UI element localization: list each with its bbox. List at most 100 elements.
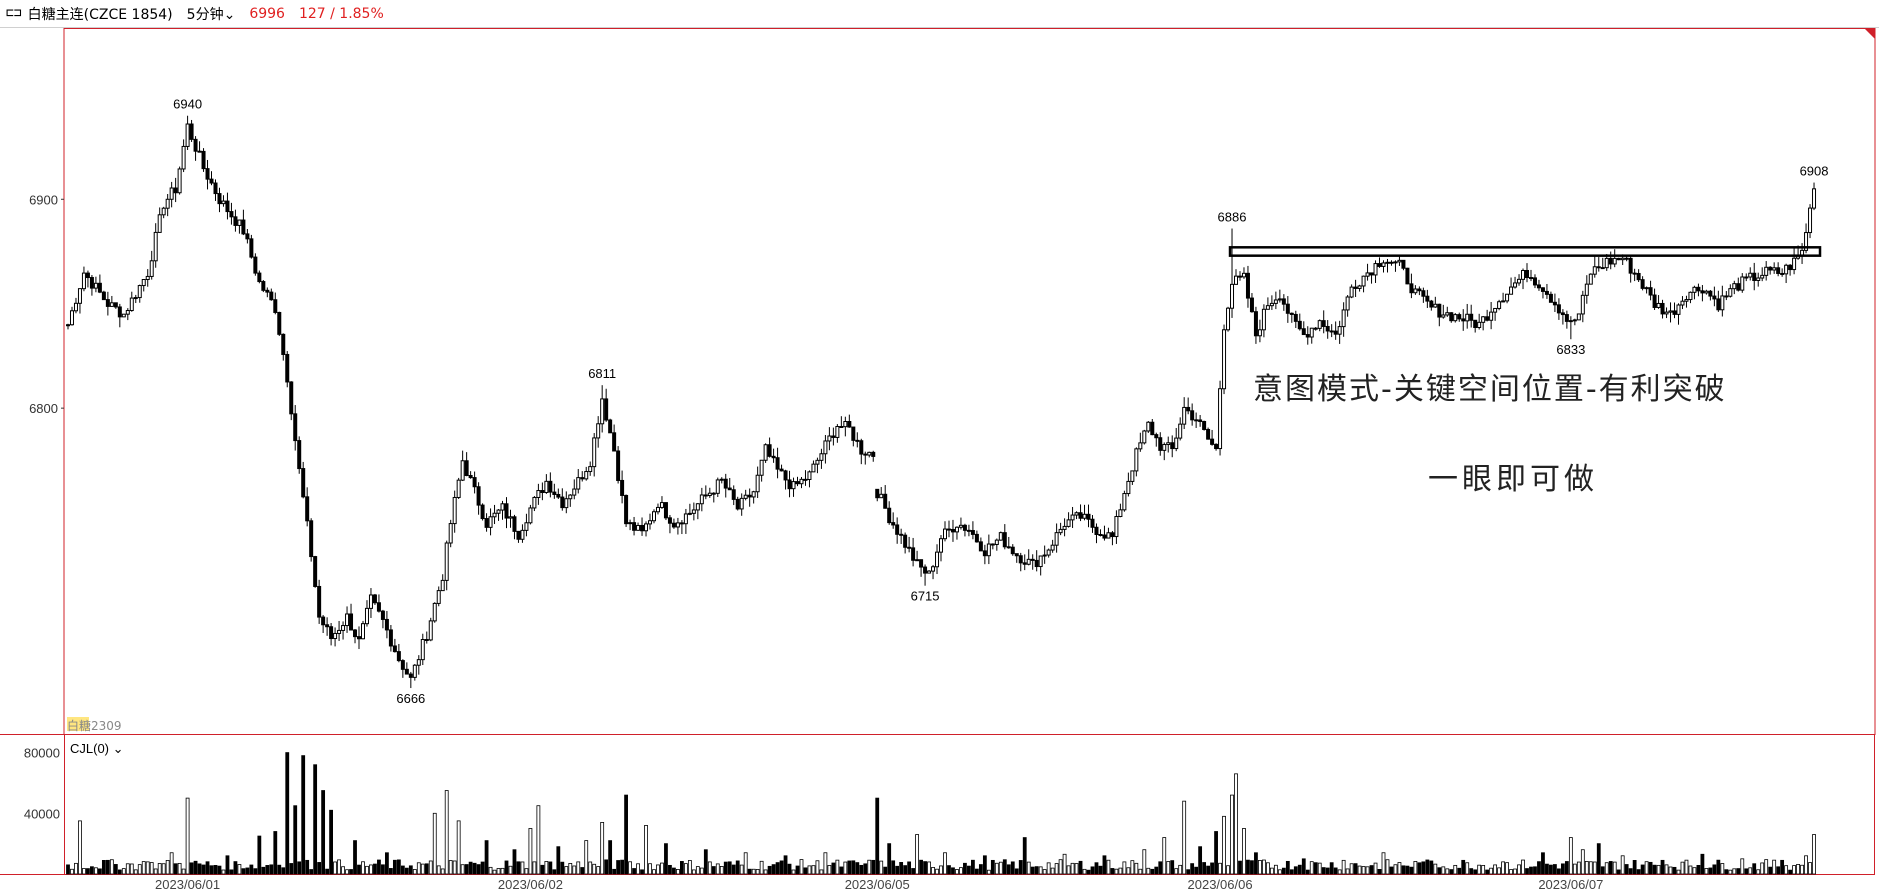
symbol-title[interactable]: 白糖主连(CZCE 1854) bbox=[27, 6, 173, 23]
volume-bar bbox=[827, 865, 832, 875]
candle-body bbox=[1505, 293, 1510, 302]
volume-bar bbox=[923, 861, 927, 875]
volume-bar bbox=[1712, 864, 1717, 875]
candle-body bbox=[687, 512, 692, 515]
candle-body bbox=[1293, 313, 1298, 322]
volume-bar bbox=[1110, 868, 1115, 875]
candle-body bbox=[1517, 278, 1522, 284]
volume-bar bbox=[1517, 864, 1521, 875]
candle-body bbox=[504, 503, 509, 519]
volume-bar bbox=[1190, 863, 1195, 875]
volume-bar bbox=[771, 864, 776, 875]
volume-bar bbox=[548, 861, 553, 875]
volume-bar bbox=[1186, 869, 1191, 875]
volume-bar bbox=[1533, 866, 1537, 875]
candle-body bbox=[1050, 544, 1055, 551]
candle-body bbox=[990, 543, 995, 546]
volume-bar bbox=[1273, 864, 1278, 875]
candle-body bbox=[1178, 423, 1183, 439]
candle-body bbox=[703, 494, 708, 497]
candle-body bbox=[1636, 272, 1641, 281]
candlestick-chart-icon[interactable]: ⊏⊐ bbox=[6, 6, 22, 21]
candle-body bbox=[855, 439, 860, 442]
candle-body bbox=[217, 193, 222, 205]
candle-body bbox=[588, 466, 593, 473]
candle-body bbox=[831, 435, 836, 438]
candle-body bbox=[691, 509, 696, 514]
volume-bar bbox=[1509, 869, 1513, 875]
volume-bar bbox=[1042, 869, 1047, 875]
candle-body bbox=[1313, 327, 1318, 330]
candle-body bbox=[341, 625, 346, 631]
candle-body bbox=[1501, 300, 1506, 303]
candle-body bbox=[1744, 276, 1749, 279]
candle-body bbox=[113, 302, 118, 308]
volume-bar bbox=[683, 863, 688, 875]
candle-body bbox=[887, 507, 892, 524]
volume-bar bbox=[1098, 865, 1103, 875]
candle-body bbox=[293, 413, 298, 442]
volume-bar bbox=[1154, 866, 1159, 875]
volume-bar bbox=[967, 865, 971, 875]
volume-bar bbox=[935, 868, 939, 875]
candle-body bbox=[1680, 300, 1685, 306]
volume-bar bbox=[1022, 837, 1027, 875]
candle-body bbox=[524, 522, 529, 531]
candle-body bbox=[205, 168, 210, 180]
candle-body bbox=[137, 285, 142, 299]
volume-bar bbox=[1349, 863, 1354, 875]
volume-bar bbox=[1289, 869, 1294, 875]
volume-bar bbox=[1086, 869, 1091, 875]
candle-body bbox=[568, 494, 573, 500]
candle-body bbox=[1285, 303, 1290, 314]
volume-bar bbox=[747, 868, 752, 875]
volume-bar bbox=[1265, 862, 1270, 875]
candle-body bbox=[1493, 307, 1498, 313]
volume-bar bbox=[576, 861, 581, 875]
volume-bar bbox=[189, 862, 194, 875]
volume-bar bbox=[301, 755, 306, 875]
candle-body bbox=[608, 419, 613, 434]
annotation-note: 意图模式-关键空间位置-有利突破 bbox=[1253, 372, 1727, 407]
volume-bar bbox=[1760, 862, 1765, 875]
volume-bar bbox=[1014, 868, 1019, 875]
volume-bar bbox=[1764, 859, 1769, 875]
candle-body bbox=[1305, 334, 1310, 338]
volume-bar bbox=[959, 867, 963, 875]
volume-bar bbox=[1182, 800, 1187, 875]
volume-bar bbox=[1588, 861, 1593, 875]
volume-bar bbox=[536, 805, 541, 875]
volume-bar bbox=[86, 868, 90, 875]
volume-bar bbox=[767, 865, 772, 875]
candle-body bbox=[1118, 509, 1123, 518]
date-axis-label: 2023/06/06 bbox=[1188, 877, 1253, 892]
kline-chart[interactable]: 6900 6800 6940 6666 6811 6715 6886 6833 6908 意图模式… bbox=[0, 28, 1879, 892]
volume-bar bbox=[269, 864, 274, 875]
candle-body bbox=[1405, 267, 1410, 285]
candle-body bbox=[1604, 257, 1609, 269]
volume-bar bbox=[951, 867, 955, 875]
candle-body bbox=[939, 538, 944, 553]
volume-bar bbox=[353, 840, 357, 875]
volume-bar bbox=[452, 860, 457, 875]
volume-bar bbox=[1114, 868, 1119, 875]
volume-bar bbox=[1568, 837, 1573, 875]
candle-body bbox=[1668, 310, 1673, 313]
volume-bar bbox=[1560, 863, 1565, 875]
volume-bar bbox=[297, 861, 302, 875]
volume-bar bbox=[1804, 855, 1808, 875]
period-selector[interactable]: 5分钟⌄ bbox=[187, 4, 236, 24]
volume-bar bbox=[253, 868, 258, 875]
candle-body bbox=[444, 542, 449, 581]
candle-body bbox=[775, 457, 780, 470]
candle-body bbox=[364, 607, 369, 625]
volume-bar bbox=[875, 797, 880, 875]
candle-body bbox=[1756, 277, 1761, 281]
volume-bar bbox=[703, 849, 708, 875]
volume-bar bbox=[1704, 868, 1709, 875]
candle-body bbox=[428, 620, 433, 641]
volume-bar bbox=[907, 861, 912, 875]
candle-body bbox=[1556, 304, 1561, 314]
candle-body bbox=[1632, 272, 1637, 275]
candle-body bbox=[867, 451, 872, 456]
